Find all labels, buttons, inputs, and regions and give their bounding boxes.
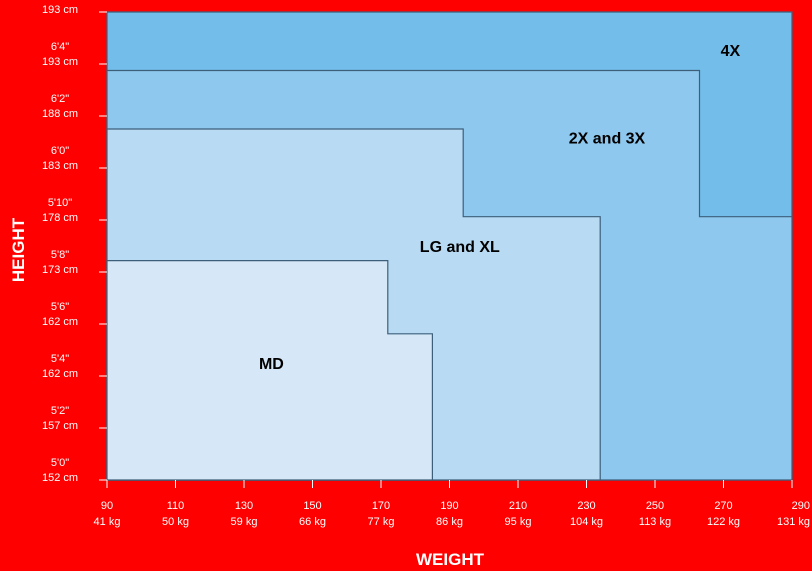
x-tick-label: 290 bbox=[792, 500, 810, 512]
x-tick-label: 250 bbox=[646, 500, 664, 512]
x-tick-label: 122 kg bbox=[707, 516, 740, 528]
x-tick-label: 110 bbox=[167, 500, 185, 512]
y-tick-label: 5'0" bbox=[51, 457, 69, 469]
x-tick-label: 230 bbox=[577, 500, 595, 512]
y-axis-title: HEIGHT bbox=[9, 217, 28, 282]
region-label: 4X bbox=[721, 43, 741, 60]
x-tick-label: 150 bbox=[303, 500, 321, 512]
region-label: MD bbox=[259, 356, 284, 373]
y-tick-label: 5'2" bbox=[51, 405, 69, 417]
x-tick-label: 170 bbox=[372, 500, 390, 512]
y-tick-label: 6'4" bbox=[51, 41, 69, 53]
x-tick-label: 113 kg bbox=[639, 516, 671, 528]
x-tick-label: 95 kg bbox=[505, 516, 532, 528]
y-tick-label: 173 cm bbox=[42, 264, 78, 276]
y-tick-label: 193 cm bbox=[42, 4, 78, 16]
x-tick-label: 270 bbox=[714, 500, 732, 512]
x-tick-label: 86 kg bbox=[436, 516, 463, 528]
x-tick-label: 130 bbox=[235, 500, 253, 512]
x-tick-label: 210 bbox=[509, 500, 527, 512]
x-tick-label: 131 kg bbox=[777, 516, 810, 528]
x-tick-label: 50 kg bbox=[162, 516, 189, 528]
region-label: 2X and 3X bbox=[569, 131, 646, 148]
x-tick-label: 77 kg bbox=[368, 516, 395, 528]
x-tick-label: 66 kg bbox=[299, 516, 326, 528]
y-tick-label: 183 cm bbox=[42, 160, 78, 172]
y-tick-label: 5'4" bbox=[51, 353, 69, 365]
region-label: LG and XL bbox=[420, 239, 500, 256]
y-tick-label: 157 cm bbox=[42, 420, 78, 432]
x-axis-title: WEIGHT bbox=[416, 550, 485, 569]
y-tick-label: 188 cm bbox=[42, 108, 78, 120]
x-tick-label: 190 bbox=[440, 500, 458, 512]
y-tick-label: 5'8" bbox=[51, 249, 69, 261]
y-tick-label: 152 cm bbox=[42, 472, 78, 484]
y-tick-label: 6'6" bbox=[51, 0, 69, 1]
y-tick-label: 162 cm bbox=[42, 316, 78, 328]
y-tick-label: 6'0" bbox=[51, 145, 69, 157]
y-tick-label: 162 cm bbox=[42, 368, 78, 380]
x-tick-label: 104 kg bbox=[570, 516, 603, 528]
x-tick-label: 90 bbox=[101, 500, 113, 512]
y-tick-label: 178 cm bbox=[42, 212, 78, 224]
y-tick-label: 6'2" bbox=[51, 93, 69, 105]
y-tick-label: 5'6" bbox=[51, 301, 69, 313]
x-tick-label: 41 kg bbox=[94, 516, 121, 528]
y-tick-label: 5'10" bbox=[48, 197, 72, 209]
x-tick-label: 59 kg bbox=[231, 516, 258, 528]
y-tick-label: 193 cm bbox=[42, 56, 78, 68]
